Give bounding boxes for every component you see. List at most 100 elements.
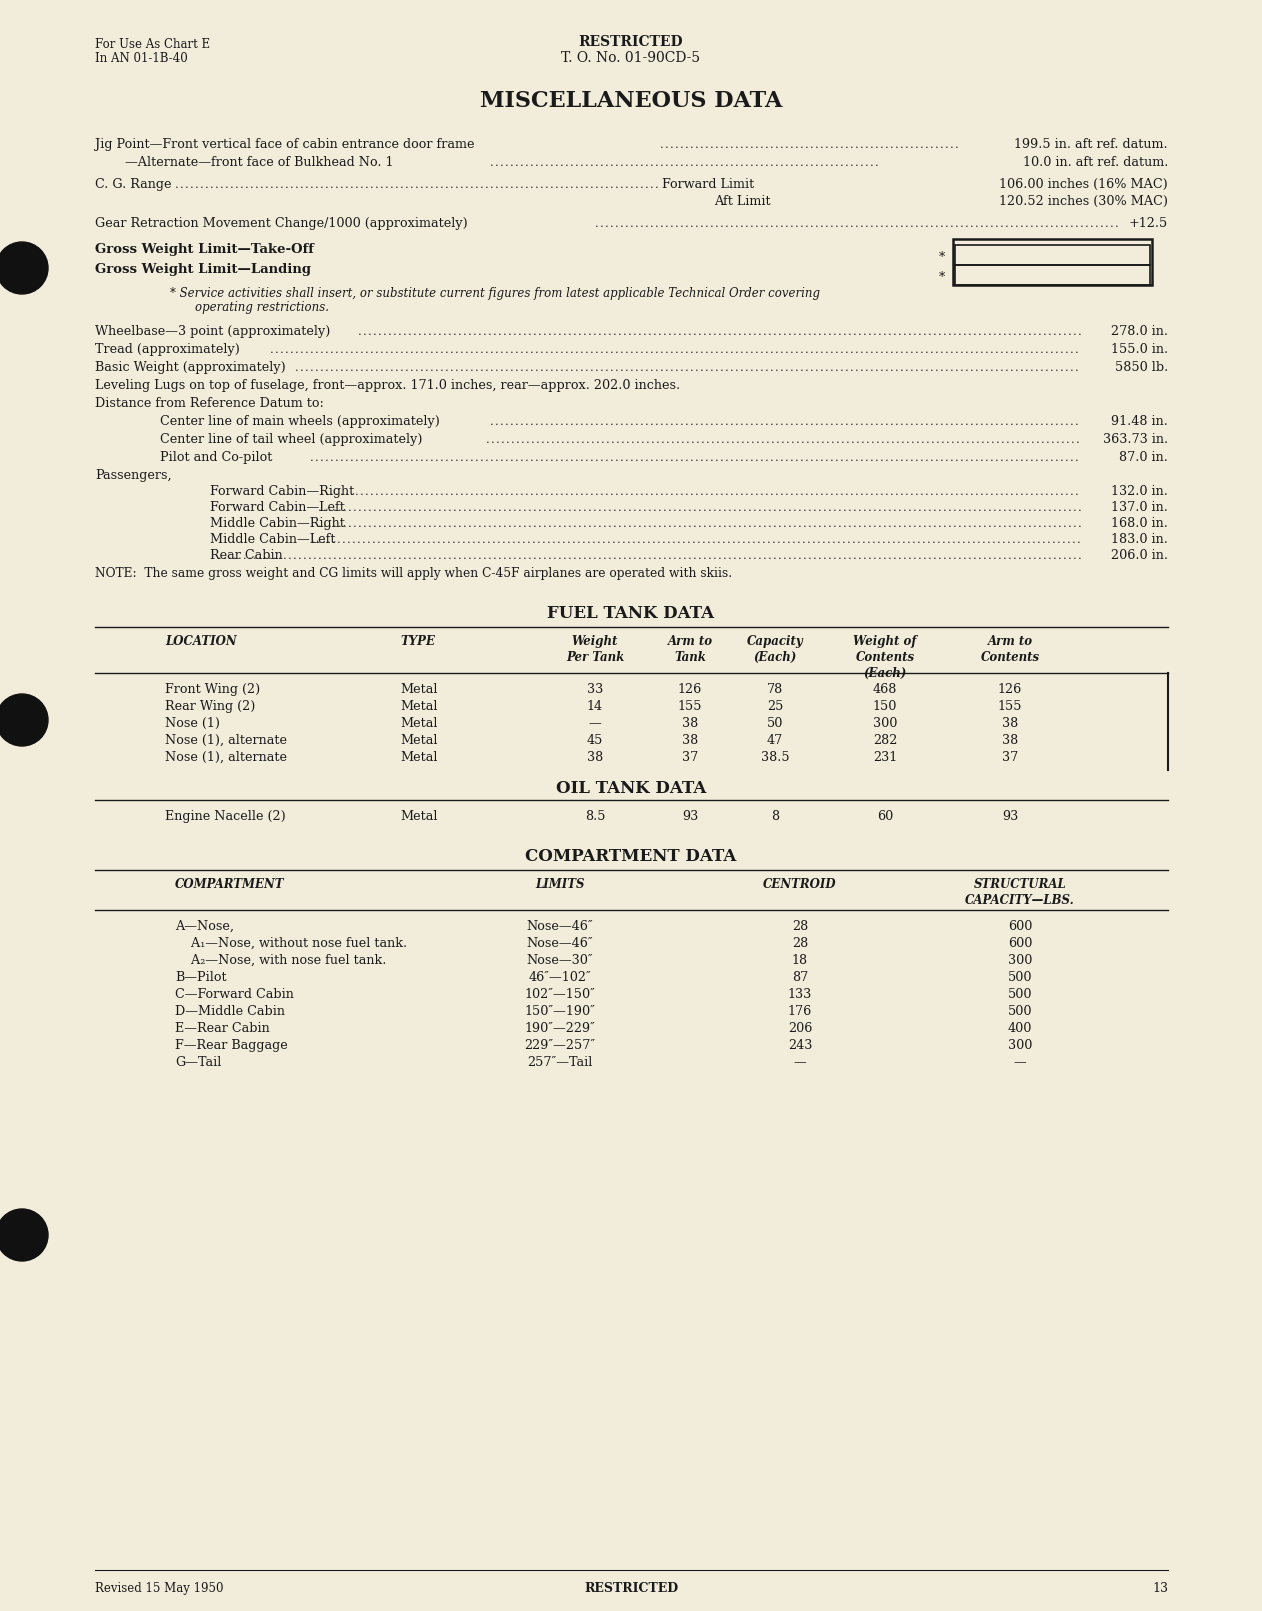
Text: .: . bbox=[878, 551, 882, 561]
Text: .: . bbox=[958, 519, 962, 528]
Text: .: . bbox=[620, 345, 623, 354]
Text: .: . bbox=[495, 362, 498, 374]
Text: .: . bbox=[938, 519, 941, 528]
Text: .: . bbox=[1075, 219, 1079, 229]
Text: .: . bbox=[348, 519, 352, 528]
Text: .: . bbox=[940, 487, 944, 498]
Text: .: . bbox=[483, 551, 487, 561]
Text: .: . bbox=[387, 519, 391, 528]
Text: .: . bbox=[615, 487, 618, 498]
Text: .: . bbox=[854, 158, 858, 168]
Text: .: . bbox=[1056, 435, 1060, 445]
Text: .: . bbox=[965, 487, 969, 498]
Text: .: . bbox=[1008, 551, 1012, 561]
Text: .: . bbox=[785, 345, 789, 354]
Text: .: . bbox=[458, 503, 462, 512]
Text: .: . bbox=[380, 362, 384, 374]
Text: .: . bbox=[853, 327, 857, 337]
Text: Middle Cabin—Left: Middle Cabin—Left bbox=[209, 533, 339, 546]
Text: .: . bbox=[583, 519, 587, 528]
Text: .: . bbox=[880, 417, 883, 427]
Text: .: . bbox=[796, 435, 800, 445]
Text: .: . bbox=[525, 487, 529, 498]
Text: .: . bbox=[948, 327, 952, 337]
Text: .: . bbox=[591, 487, 593, 498]
Text: .: . bbox=[760, 362, 764, 374]
Text: LIMITS: LIMITS bbox=[535, 878, 584, 891]
Text: .: . bbox=[890, 417, 893, 427]
Text: .: . bbox=[295, 362, 299, 374]
Text: .: . bbox=[560, 158, 564, 168]
Text: .: . bbox=[1030, 487, 1034, 498]
Text: .: . bbox=[485, 362, 488, 374]
Text: .: . bbox=[780, 453, 784, 462]
Text: .: . bbox=[859, 453, 863, 462]
Text: .: . bbox=[890, 345, 893, 354]
Text: .: . bbox=[843, 551, 847, 561]
Text: .: . bbox=[218, 551, 222, 561]
Text: .: . bbox=[660, 417, 664, 427]
Text: .: . bbox=[724, 158, 728, 168]
Text: .: . bbox=[1023, 327, 1027, 337]
Text: .: . bbox=[790, 487, 794, 498]
Text: .: . bbox=[1070, 453, 1074, 462]
Text: .: . bbox=[770, 140, 774, 150]
Text: .: . bbox=[635, 417, 639, 427]
Text: .: . bbox=[370, 345, 374, 354]
Text: .: . bbox=[983, 551, 987, 561]
Text: .: . bbox=[379, 519, 381, 528]
Text: .: . bbox=[777, 519, 781, 528]
Text: .: . bbox=[752, 535, 756, 545]
Text: .: . bbox=[1047, 327, 1051, 337]
Text: .: . bbox=[933, 535, 935, 545]
Text: .: . bbox=[893, 551, 897, 561]
Text: .: . bbox=[591, 362, 593, 374]
Text: .: . bbox=[515, 158, 519, 168]
Text: .: . bbox=[500, 362, 504, 374]
Text: .: . bbox=[464, 362, 468, 374]
Text: .: . bbox=[408, 551, 411, 561]
Text: .: . bbox=[745, 140, 748, 150]
Text: .: . bbox=[873, 551, 877, 561]
Text: .: . bbox=[748, 519, 752, 528]
Text: .: . bbox=[512, 327, 516, 337]
Text: .: . bbox=[805, 453, 809, 462]
Text: .: . bbox=[400, 453, 404, 462]
Text: 46″—102″: 46″—102″ bbox=[529, 971, 592, 984]
Text: .: . bbox=[483, 503, 487, 512]
Text: .: . bbox=[1053, 535, 1056, 545]
Text: .: . bbox=[558, 327, 562, 337]
Text: .: . bbox=[186, 180, 189, 190]
Text: .: . bbox=[355, 453, 358, 462]
Text: .: . bbox=[1005, 345, 1008, 354]
Text: 93: 93 bbox=[1002, 810, 1018, 823]
Text: .: . bbox=[510, 417, 514, 427]
Text: .: . bbox=[504, 503, 507, 512]
Text: .: . bbox=[958, 327, 962, 337]
Text: .: . bbox=[665, 417, 669, 427]
Text: .: . bbox=[745, 453, 748, 462]
Text: 45: 45 bbox=[587, 735, 603, 748]
Text: .: . bbox=[976, 345, 979, 354]
Text: .: . bbox=[362, 535, 366, 545]
Text: .: . bbox=[729, 345, 733, 354]
Text: .: . bbox=[568, 503, 572, 512]
Text: .: . bbox=[1106, 219, 1109, 229]
Text: .: . bbox=[329, 345, 333, 354]
Text: B—Pilot: B—Pilot bbox=[175, 971, 227, 984]
Text: .: . bbox=[775, 487, 779, 498]
Text: .: . bbox=[1026, 435, 1030, 445]
Text: .: . bbox=[615, 362, 618, 374]
Text: .: . bbox=[766, 435, 770, 445]
Text: .: . bbox=[345, 345, 348, 354]
Text: .: . bbox=[505, 345, 509, 354]
Text: .: . bbox=[615, 453, 618, 462]
Text: .: . bbox=[1008, 503, 1012, 512]
Text: .: . bbox=[635, 487, 639, 498]
Text: .: . bbox=[318, 503, 322, 512]
Text: .: . bbox=[685, 417, 689, 427]
Text: .: . bbox=[988, 519, 992, 528]
Text: Weight
Per Tank: Weight Per Tank bbox=[565, 635, 625, 664]
Text: .: . bbox=[872, 535, 876, 545]
Text: .: . bbox=[594, 453, 598, 462]
